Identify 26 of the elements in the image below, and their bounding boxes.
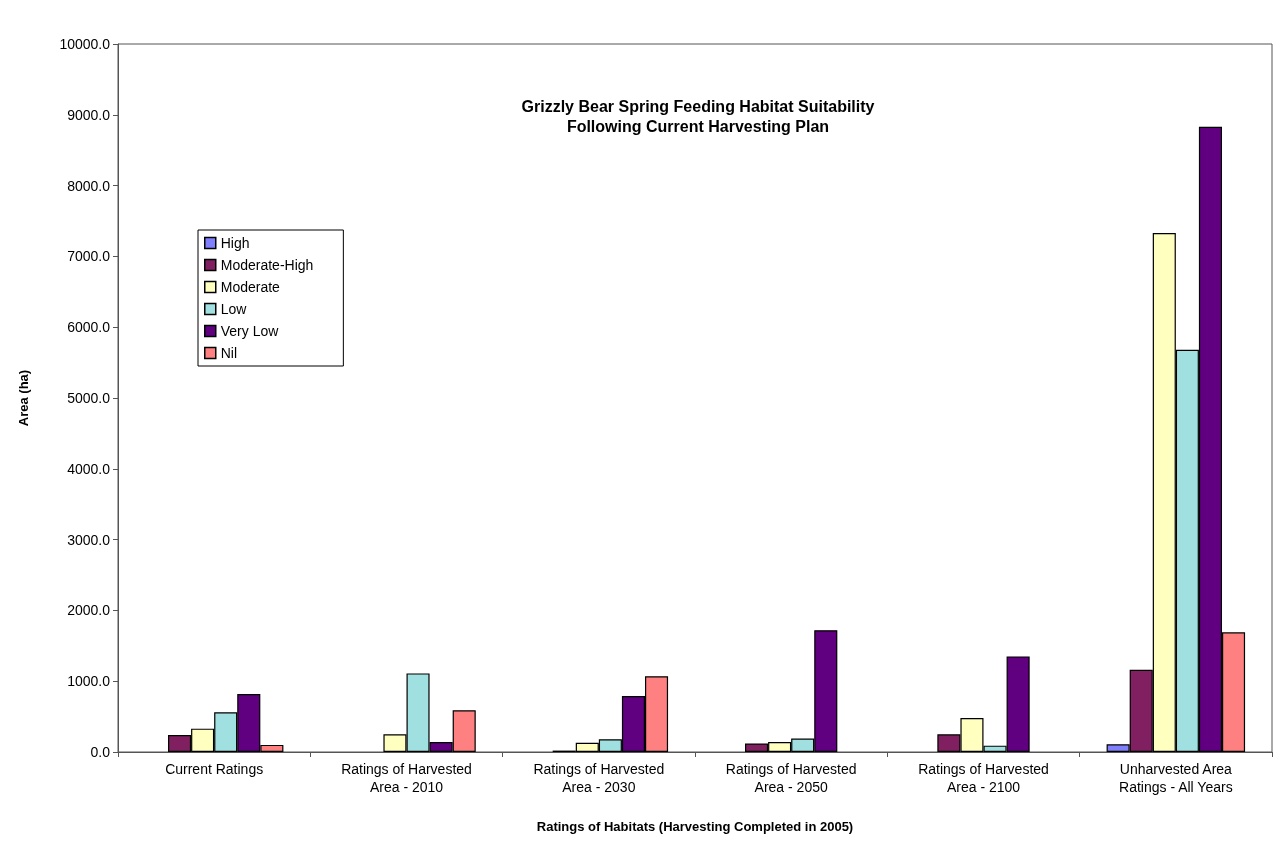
y-axis-title: Area (ha): [16, 369, 31, 427]
legend-label: High: [220, 235, 250, 251]
y-tick-label: 9000.0: [67, 106, 111, 123]
legend-label: Low: [220, 301, 248, 317]
legend-label: Moderate: [220, 279, 281, 295]
y-tick-label: 7000.0: [67, 248, 111, 265]
y-tick-label: 8000.0: [67, 177, 111, 194]
y-tick-label: 10000.0: [59, 36, 111, 52]
y-tick-label: 2000.0: [67, 602, 111, 619]
y-tick-label: 3000.0: [67, 531, 111, 548]
x-tick-label: Unharvested Area Ratings - All Years: [1119, 761, 1233, 795]
x-tick-label: Ratings of Harvested Area - 2030: [533, 761, 665, 795]
x-tick-label: Ratings of Harvested Area - 2050: [725, 761, 857, 795]
legend-label: Moderate-High: [220, 257, 314, 273]
y-tick-label: 0.0: [90, 744, 111, 760]
y-tick-label: 5000.0: [67, 390, 111, 406]
x-tick-label: Ratings of Harvested Area - 2010: [341, 761, 472, 795]
y-tick-label: 6000.0: [67, 319, 111, 336]
text: Grizzly Bear Spring Feeding Habitat Suitability Following Current Harvesting Plan: [521, 97, 875, 135]
y-tick-label: 4000.0: [67, 460, 111, 477]
x-axis-title: Ratings of Habitats (Harvesting Completed in 2005): [536, 819, 854, 834]
y-tick-label: 1000.0: [67, 673, 111, 690]
legend-label: Nil: [220, 345, 238, 361]
legend-label: Very Low: [220, 323, 280, 339]
x-tick-label: Ratings of Harvested Area - 2100: [918, 761, 1049, 795]
x-tick-label: Current Ratings: [165, 761, 264, 777]
